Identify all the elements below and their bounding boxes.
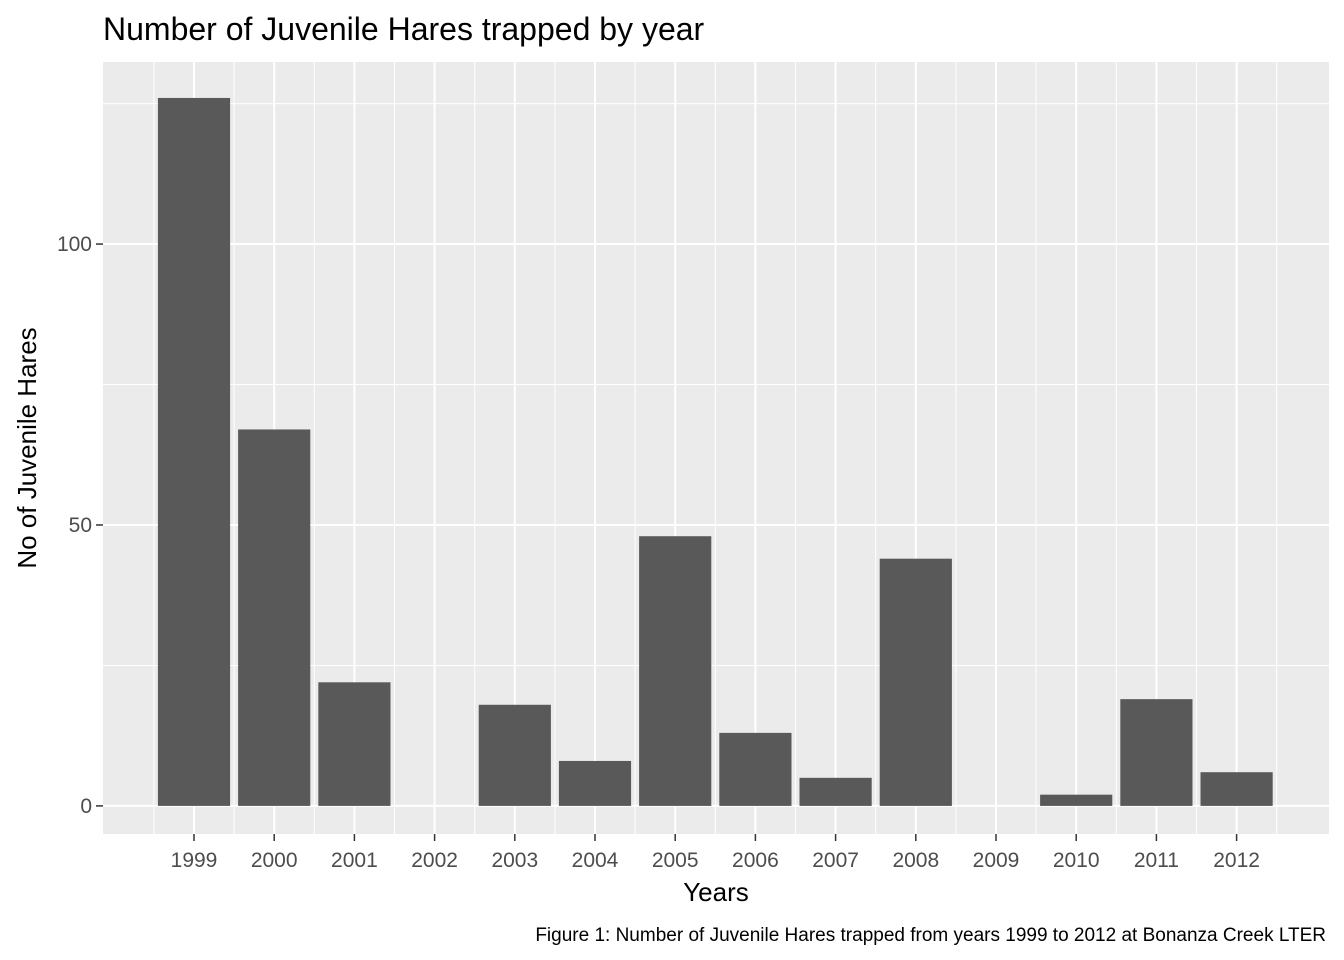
x-tick-label: 2007 <box>812 849 859 872</box>
y-tick-label: 50 <box>69 514 92 537</box>
bar-2000 <box>238 429 311 806</box>
bar-2007 <box>799 777 872 806</box>
chart-title: Number of Juvenile Hares trapped by year <box>103 11 705 47</box>
x-tick-label: 1999 <box>171 849 218 872</box>
bar-2011 <box>1120 699 1193 806</box>
bar-2010 <box>1040 794 1113 806</box>
y-axis-title: No of Juvenile Hares <box>12 327 42 568</box>
bar-1999 <box>157 97 231 806</box>
bar-2006 <box>719 732 792 806</box>
x-tick-label: 2001 <box>331 849 378 872</box>
bars <box>157 97 1273 806</box>
x-tick-label: 2006 <box>732 849 779 872</box>
x-axis-title: Years <box>683 877 749 907</box>
x-tick-label: 2011 <box>1134 849 1179 872</box>
bar-2003 <box>478 704 551 806</box>
bar-2005 <box>639 536 712 806</box>
x-tick-label: 2009 <box>973 849 1020 872</box>
bar-2012 <box>1200 772 1273 806</box>
x-tick-label: 2005 <box>652 849 699 872</box>
minor-gridlines <box>103 62 1329 834</box>
bar-2008 <box>879 558 952 806</box>
x-axis: 1999 2000 2001 2002 2003 2004 2005 2006 2007 2008… <box>171 834 1260 872</box>
x-tick-label: 2012 <box>1213 849 1260 872</box>
x-tick-label: 2003 <box>491 849 538 872</box>
x-tick-label: 2004 <box>572 849 619 872</box>
y-tick-label: 100 <box>57 233 92 256</box>
bar-2001 <box>318 682 391 806</box>
x-tick-label: 2008 <box>892 849 939 872</box>
bar-2004 <box>558 760 632 806</box>
figure-caption: Figure 1: Number of Juvenile Hares trapp… <box>535 925 1326 946</box>
x-tick-label: 2000 <box>251 849 298 872</box>
x-tick-label: 2010 <box>1053 849 1100 872</box>
x-tick-label: 2002 <box>411 849 458 872</box>
y-tick-label: 0 <box>80 795 92 818</box>
y-axis: 0 50 100 <box>57 233 103 818</box>
